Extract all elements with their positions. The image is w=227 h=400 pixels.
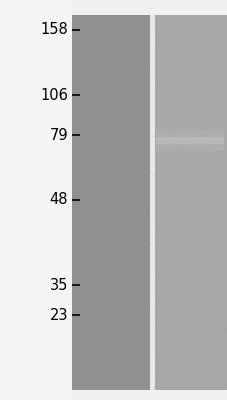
Bar — [149, 15, 154, 390]
Text: 158: 158 — [40, 22, 68, 38]
Text: 79: 79 — [49, 128, 68, 142]
Bar — [151, 15, 227, 390]
Bar — [155, 137, 223, 144]
Bar — [72, 15, 151, 390]
Text: 35: 35 — [49, 278, 68, 292]
Bar — [0, 0, 72, 400]
Text: 106: 106 — [40, 88, 68, 102]
Text: 23: 23 — [49, 308, 68, 322]
Text: 48: 48 — [49, 192, 68, 208]
Bar — [155, 130, 223, 150]
